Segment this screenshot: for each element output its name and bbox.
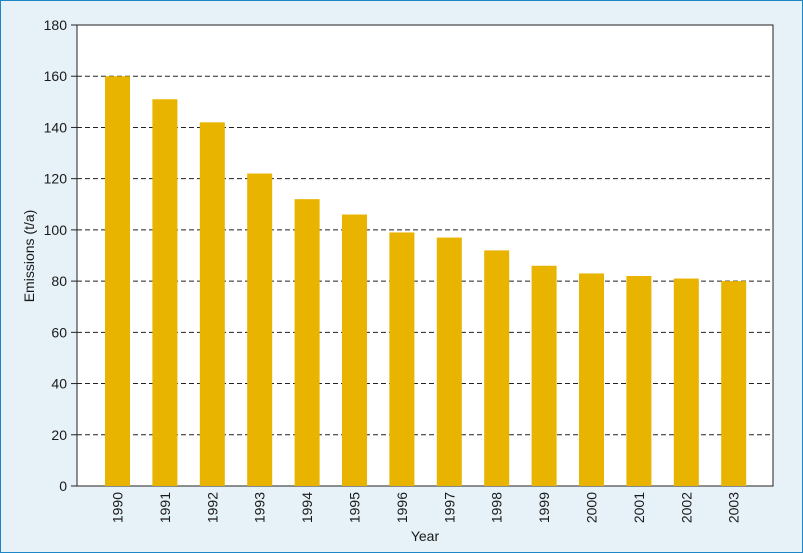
x-tick-label: 2001 [631, 492, 647, 523]
bar-2001 [626, 275, 652, 486]
y-axis: 0 20 40 60 80 100 120 140 160 180 [44, 17, 77, 494]
y-tick-label: 180 [44, 17, 68, 33]
bar-1993 [247, 173, 273, 487]
bar-1996 [389, 232, 415, 486]
y-tick-label: 60 [51, 324, 67, 340]
x-tick-label: 1990 [110, 492, 126, 523]
bar-2003 [721, 281, 747, 486]
x-tick-label: 1993 [252, 492, 268, 523]
bars [105, 76, 747, 487]
y-tick-label: 120 [44, 171, 68, 187]
x-tick-label: 1994 [299, 492, 315, 523]
x-tick-label: 1992 [204, 492, 220, 523]
bar-1999 [531, 265, 557, 486]
y-tick-label: 80 [51, 273, 67, 289]
y-tick-label: 160 [44, 68, 68, 84]
x-tick-label: 1995 [347, 492, 363, 523]
y-tick-label: 140 [44, 119, 68, 135]
bar-1994 [294, 199, 320, 486]
bar-2002 [673, 278, 699, 486]
x-tick-label: 2000 [584, 492, 600, 523]
bar-1997 [436, 237, 462, 486]
x-tick-label: 1997 [441, 492, 457, 523]
x-tick-label: 1999 [536, 492, 552, 523]
x-tick-label: 2003 [726, 492, 742, 523]
bar-1995 [342, 214, 367, 486]
x-axis-title: Year [411, 528, 440, 544]
y-tick-label: 100 [44, 222, 68, 238]
bar-1991 [152, 99, 178, 487]
y-tick-label: 20 [51, 427, 67, 443]
y-tick-label: 40 [51, 376, 67, 392]
grid-lines [77, 75, 773, 436]
bar-2000 [579, 273, 604, 486]
y-axis-title: Emissions (t/a) [21, 210, 37, 303]
bar-1998 [484, 250, 510, 486]
plot-area [76, 24, 774, 487]
x-tick-label: 1991 [157, 492, 173, 523]
bar-1992 [199, 122, 225, 487]
y-tick-label: 0 [59, 478, 67, 494]
bar-1990 [105, 76, 130, 486]
x-tick-label: 1996 [394, 492, 410, 523]
x-axis: 1990 1991 1992 1993 1994 1995 1996 1997 1998 1999… [110, 492, 742, 523]
x-tick-label: 2002 [678, 492, 694, 523]
x-tick-label: 1998 [489, 492, 505, 523]
